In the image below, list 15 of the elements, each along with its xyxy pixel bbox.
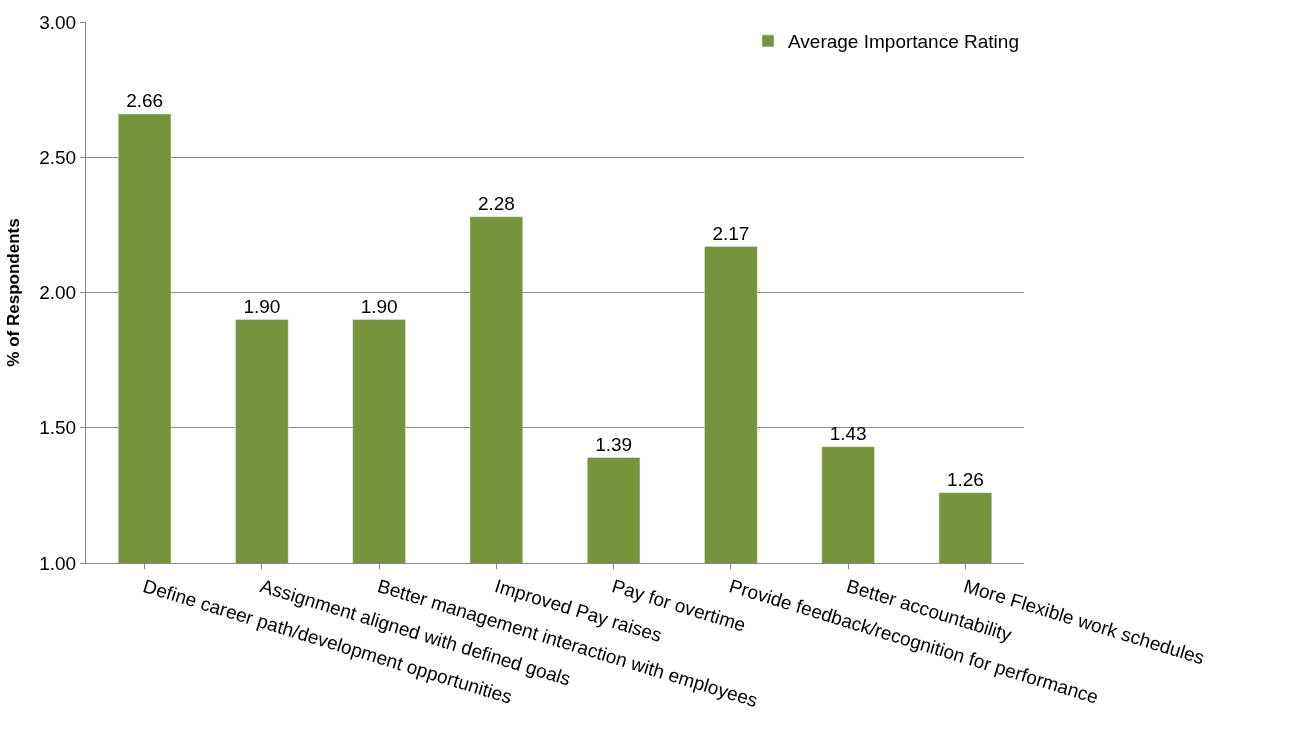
y-tick-label: 1.50 [39,417,77,439]
data-label: 1.26 [946,468,984,490]
legend-label: Average Importance Rating [788,31,1019,53]
data-label: 1.43 [829,422,867,444]
y-axis-title: % of Respondents [3,218,23,367]
data-label: 2.17 [712,222,750,244]
y-tick-label: 2.50 [39,146,77,168]
data-label: 1.90 [360,295,398,317]
y-tick-label: 3.00 [39,11,77,33]
data-label: 1.90 [243,295,281,317]
data-label: 1.39 [595,433,633,455]
data-label: 2.66 [126,89,164,111]
y-tick-label: 1.00 [39,552,77,574]
data-label: 2.28 [477,192,515,214]
y-tick-label: 2.00 [39,282,77,304]
